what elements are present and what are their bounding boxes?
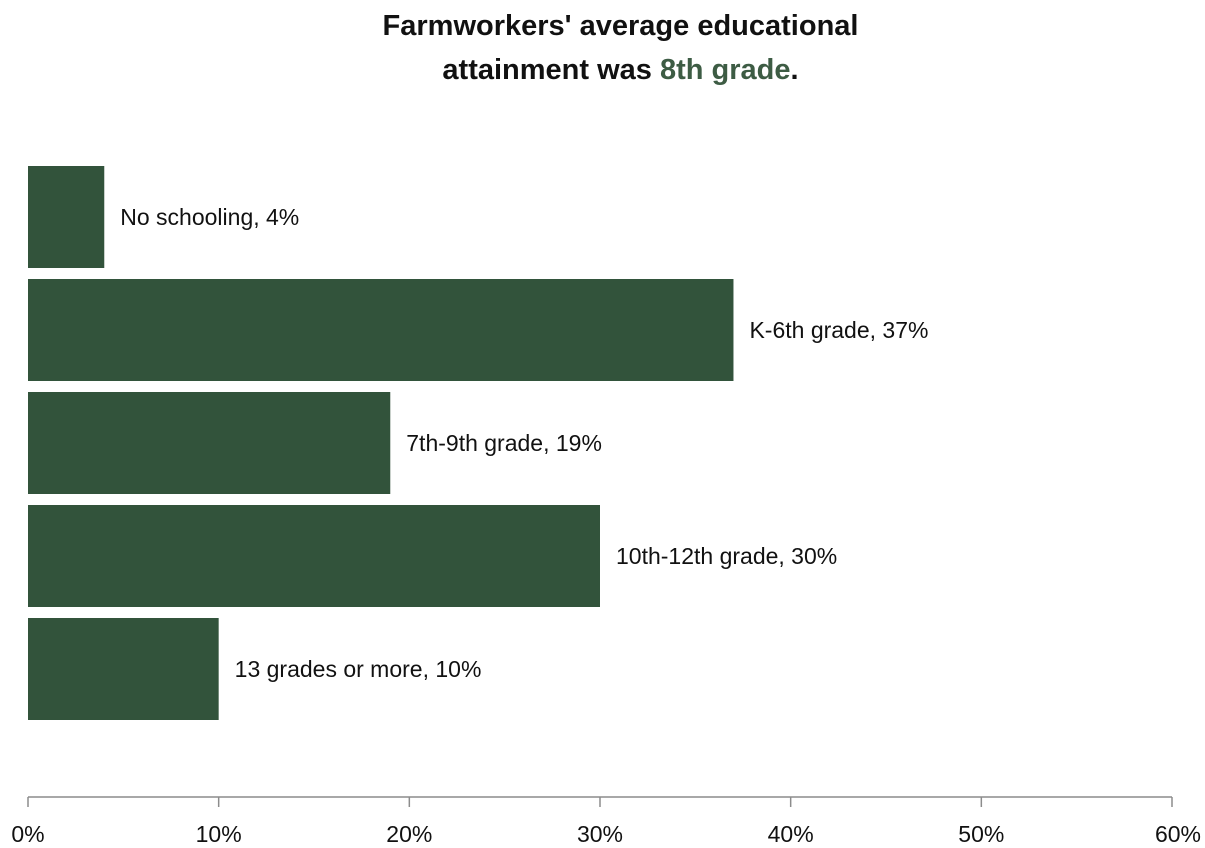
bar-13-grades-or-more [28, 618, 219, 720]
chart-title: Farmworkers' average educational attainm… [0, 4, 1205, 92]
bar-no-schooling [28, 166, 105, 268]
data-label: 13 grades or more, 10% [235, 656, 482, 682]
bar-k-6th-grade [28, 279, 734, 381]
x-tick-label: 20% [386, 821, 432, 847]
data-label: K-6th grade, 37% [749, 317, 928, 343]
data-label: 10th-12th grade, 30% [616, 543, 837, 569]
x-tick-label: 50% [958, 821, 1004, 847]
chart-title-line-1: Farmworkers' average educational [382, 10, 859, 42]
x-tick-label: 40% [768, 821, 814, 847]
data-labels-layer: No schooling, 4% K-6th grade, 37% 7th-9th … [120, 204, 928, 682]
chart-title-line-2: attainment was 8th grade. [0, 48, 1205, 92]
bars-layer [28, 166, 734, 720]
x-tick-label: 0% [11, 821, 44, 847]
data-label: No schooling, 4% [120, 204, 299, 230]
chart-title-highlight: 8th grade [659, 54, 791, 86]
chart-title-prefix: attainment was [442, 54, 652, 86]
x-tick-label: 60% [1155, 821, 1201, 847]
x-tick-label: 10% [196, 821, 242, 847]
x-axis: 0% 10% 20% 30% 40% 50% 60% [11, 796, 1201, 847]
chart-title-suffix: . [790, 54, 799, 86]
bar-7th-9th-grade [28, 392, 391, 494]
data-label: 7th-9th grade, 19% [406, 430, 602, 456]
x-tick-label: 30% [577, 821, 623, 847]
bar-10th-12th-grade [28, 505, 600, 607]
